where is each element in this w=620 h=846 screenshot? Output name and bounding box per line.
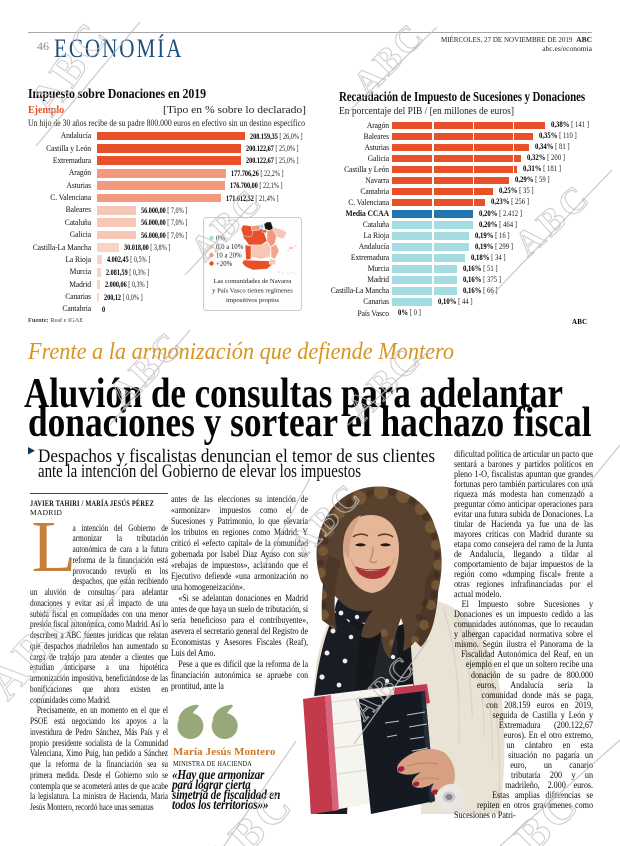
- svg-text:+20%: +20%: [216, 261, 233, 268]
- svg-text:0,0 a 10%: 0,0 a 10%: [216, 244, 244, 251]
- svg-text:Las comunidades de Navarra: Las comunidades de Navarra: [214, 278, 292, 285]
- svg-text:10 a 20%: 10 a 20%: [216, 252, 242, 259]
- svg-text:y País Vasco tienen regímenes: y País Vasco tienen regímenes: [212, 288, 293, 295]
- svg-text:impositivos propios: impositivos propios: [226, 297, 279, 304]
- svg-text:0%: 0%: [216, 235, 225, 242]
